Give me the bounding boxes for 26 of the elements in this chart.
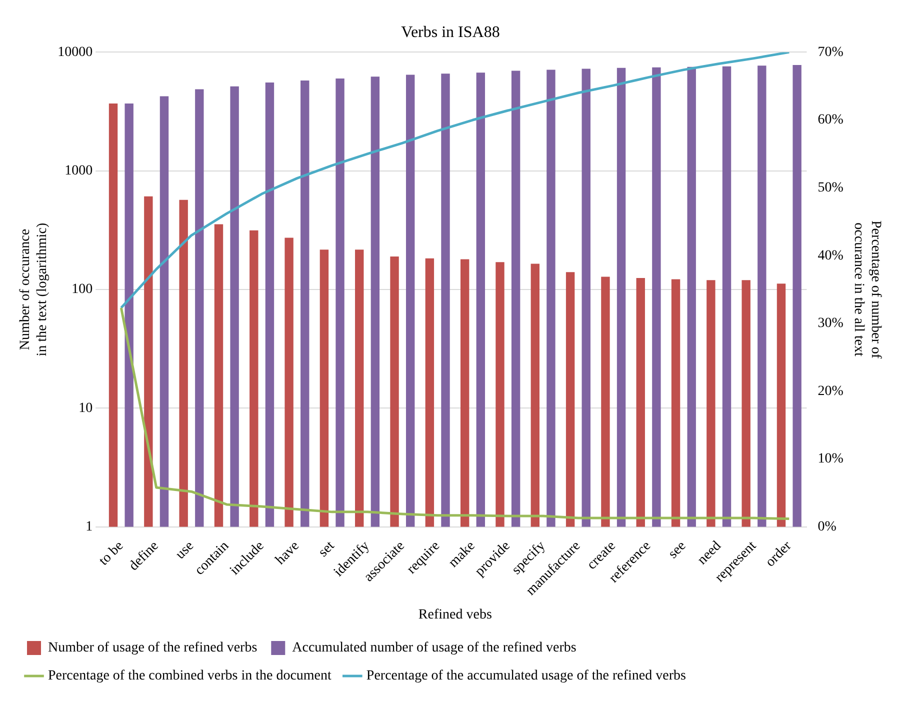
legend-label: Accumulated number of usage of the refined verbs bbox=[292, 640, 576, 656]
y2-tick-label: 40% bbox=[818, 248, 844, 264]
y2-tick-label: 50% bbox=[818, 180, 844, 196]
y-tick-label: 1 bbox=[86, 520, 93, 535]
legend-label: Number of usage of the refined verbs bbox=[48, 640, 258, 656]
legend-label: Percentage of the combined verbs in the document bbox=[48, 668, 332, 684]
chart-title: Verbs in ISA88 bbox=[401, 24, 500, 41]
y2-tick-label: 0% bbox=[818, 520, 837, 535]
y2-tick-label: 30% bbox=[818, 316, 844, 332]
y2-tick-label: 20% bbox=[818, 384, 844, 399]
y-tick-label: 10 bbox=[78, 400, 93, 416]
y2-tick-label: 10% bbox=[818, 452, 844, 467]
y-axis-title: Number of occurance in the text (logarithmic) bbox=[18, 222, 50, 356]
x-tick-label: have bbox=[273, 538, 302, 568]
legend-label: Percentage of the accumulated usage of the refined verbs bbox=[366, 668, 686, 684]
x-tick-label: to be bbox=[96, 538, 127, 569]
y2-tick-label: 70% bbox=[818, 44, 844, 60]
x-tick-label: see bbox=[666, 538, 690, 562]
x-axis-title: Refined vebs bbox=[418, 607, 492, 622]
y-tick-label: 10000 bbox=[58, 44, 93, 60]
y2-axis-title: Percentage of number of occurance in the all text bbox=[851, 220, 883, 359]
x-tick-label: set bbox=[316, 538, 338, 560]
y2-tick-label: 60% bbox=[818, 112, 844, 128]
y-tick-label: 1000 bbox=[64, 164, 93, 179]
x-tick-label: use bbox=[173, 538, 197, 562]
y-tick-label: 100 bbox=[72, 282, 93, 298]
